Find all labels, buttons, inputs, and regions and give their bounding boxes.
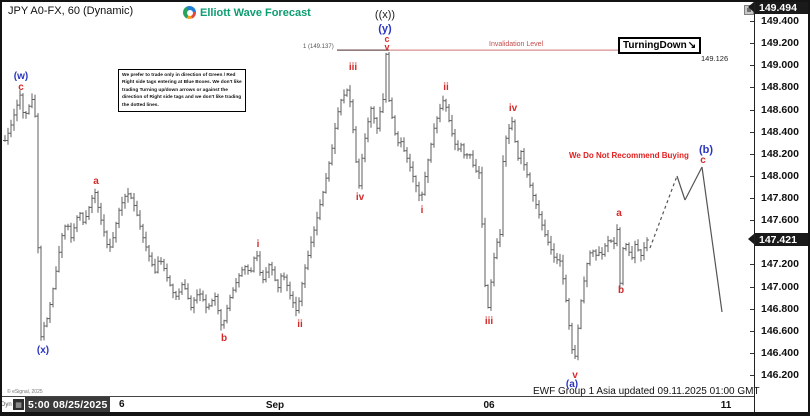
turning-down-text: TurningDown xyxy=(623,40,687,51)
chart-title: JPY A0-FX, 60 (Dynamic) xyxy=(8,5,134,17)
wave-label: iii xyxy=(348,62,358,73)
dyn-label: Dyn xyxy=(1,402,12,408)
last-price-box: 147.421 xyxy=(748,233,808,246)
wave-label: ((x)) xyxy=(374,8,396,21)
wave-label: b xyxy=(220,333,228,344)
wave-label: (b) xyxy=(698,143,714,156)
price-tick-label: 147.200 xyxy=(761,258,799,271)
turning-down-arrow-icon: ↘ xyxy=(687,40,697,51)
wave-label: (y) xyxy=(378,22,392,35)
high-price-box: 149.494 xyxy=(748,1,808,14)
wave-label: ii xyxy=(443,82,449,93)
wave-label: c xyxy=(384,33,390,44)
wave-label: c xyxy=(700,155,706,166)
price-tick-mark xyxy=(750,43,754,45)
projection-line xyxy=(676,175,686,201)
turning-down-badge: TurningDown ↘ xyxy=(618,37,702,54)
price-tick-mark xyxy=(750,375,754,376)
time-label-fragment: 6 xyxy=(119,399,125,410)
frame-left xyxy=(0,0,2,416)
no-buy-warning: We Do Not Recommend Buying xyxy=(569,151,689,160)
projection-line xyxy=(684,166,703,201)
price-tick-mark xyxy=(750,87,754,89)
invalidation-price-label: 149.126 xyxy=(701,54,729,63)
price-tick-label: 149.200 xyxy=(761,37,799,50)
esignal-copyright: © eSignal, 2025 xyxy=(7,389,43,395)
price-tick-mark xyxy=(750,308,754,310)
price-tick-label: 149.400 xyxy=(761,15,799,27)
brand-logo: Elliott Wave Forecast xyxy=(183,6,311,19)
wave-label: ii xyxy=(297,319,303,330)
price-tick-mark xyxy=(750,286,754,288)
wave-label: iv xyxy=(508,103,518,114)
price-tick-label: 146.800 xyxy=(761,302,799,315)
price-tick-label: 146.200 xyxy=(761,369,799,381)
price-tick-mark xyxy=(750,175,754,177)
axis-separator xyxy=(754,0,755,412)
frame-bottom xyxy=(0,412,810,416)
price-tick-label: 146.600 xyxy=(761,324,799,337)
price-tick-label: 148.800 xyxy=(761,81,799,94)
wave-label: a xyxy=(93,176,99,187)
wave-label: iv xyxy=(355,192,365,203)
time-tick-label: 06 xyxy=(483,400,495,411)
price-tick-mark xyxy=(750,21,754,22)
price-tick-mark xyxy=(750,352,754,354)
time-tick-label: Sep xyxy=(265,400,285,411)
wave-label: v xyxy=(572,370,578,381)
price-tick-mark xyxy=(750,198,754,199)
price-tick-mark xyxy=(750,264,754,266)
wave-label: i xyxy=(256,239,260,250)
price-tick-label: 147.800 xyxy=(761,192,799,204)
price-tick-label: 148.000 xyxy=(761,169,799,182)
price-tick-mark xyxy=(750,131,754,133)
ohlc-bars xyxy=(3,52,649,361)
wave-label: v xyxy=(384,41,390,52)
wave-label: (x) xyxy=(36,345,50,356)
time-tick-label: 11 xyxy=(720,400,732,411)
timestamp-icon[interactable]: ▦ xyxy=(13,399,24,410)
price-tick-label: 146.400 xyxy=(761,346,799,359)
invalidation-left-label: 1 (149.137) xyxy=(303,44,334,50)
price-tick-label: 148.200 xyxy=(761,147,799,160)
wave-label: c xyxy=(18,82,24,93)
invalidation-level-label: Invalidation Level xyxy=(489,41,544,48)
price-tick-label: 148.400 xyxy=(761,125,799,138)
price-tick-label: 149.000 xyxy=(761,59,799,72)
frame-top xyxy=(0,0,810,2)
wave-label: (w) xyxy=(13,71,29,82)
price-tick-mark xyxy=(750,153,754,155)
trading-rules-note: We prefer to trade only in direction of … xyxy=(118,69,246,113)
projection-line xyxy=(701,166,723,313)
brand-swirl-icon xyxy=(183,6,196,19)
price-tick-mark xyxy=(750,109,754,111)
update-caption: EWF Group 1 Asia updated 09.11.2025 01:0… xyxy=(533,386,760,397)
wave-label: a xyxy=(616,208,622,219)
wave-label: iii xyxy=(484,316,494,327)
price-tick-label: 147.000 xyxy=(761,280,799,293)
price-tick-mark xyxy=(750,65,754,67)
projection-dashed-line xyxy=(649,175,678,249)
price-tick-mark xyxy=(750,330,754,332)
frame-right xyxy=(808,0,810,416)
wave-label: (a) xyxy=(565,379,579,390)
price-tick-label: 147.600 xyxy=(761,214,799,227)
price-tick-mark xyxy=(750,220,754,222)
wave-label: b xyxy=(617,285,625,296)
cursor-timestamp: 5:00 08/25/2025 xyxy=(25,397,111,412)
price-tick-label: 148.600 xyxy=(761,103,799,116)
brand-name: Elliott Wave Forecast xyxy=(200,6,311,19)
plot-bottom-line xyxy=(2,396,754,397)
wave-label: i xyxy=(420,205,424,216)
